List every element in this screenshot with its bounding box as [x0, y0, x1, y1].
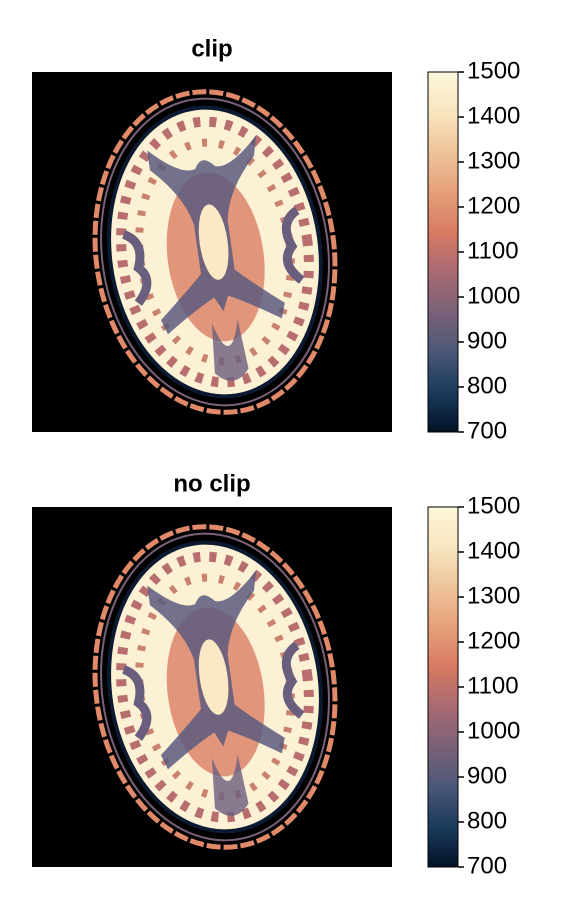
colorbar-tick-label: 1200 [467, 627, 520, 654]
heatmap-image [32, 72, 392, 432]
panel-title: clip [191, 35, 232, 62]
colorbar-tick-label: 1500 [467, 57, 520, 84]
colorbar-tick-label: 1400 [467, 537, 520, 564]
colorbar-tick-label: 1100 [467, 672, 519, 699]
colorbar-tick-label: 1200 [467, 192, 520, 219]
colorbar-tick-label: 900 [467, 762, 507, 789]
colorbar-tick-label: 1400 [467, 102, 520, 129]
colorbar [427, 71, 459, 433]
colorbar-tick-label: 1500 [467, 492, 520, 519]
heatmap-image [32, 507, 392, 867]
panel-title: no clip [173, 470, 250, 497]
colorbar-tick-label: 1300 [467, 147, 520, 174]
colorbar-tick-label: 1000 [467, 717, 520, 744]
colorbar-tick-label: 800 [467, 807, 507, 834]
colorbar-tick-label: 900 [467, 327, 507, 354]
colorbar [427, 506, 459, 868]
colorbar-tick-label: 1000 [467, 282, 520, 309]
colorbar-tick-label: 700 [467, 417, 507, 444]
colorbar-tick-label: 1100 [467, 237, 519, 264]
colorbar-tick-label: 1300 [467, 582, 520, 609]
colorbar-tick-label: 800 [467, 372, 507, 399]
colorbar-tick-label: 700 [467, 852, 507, 879]
